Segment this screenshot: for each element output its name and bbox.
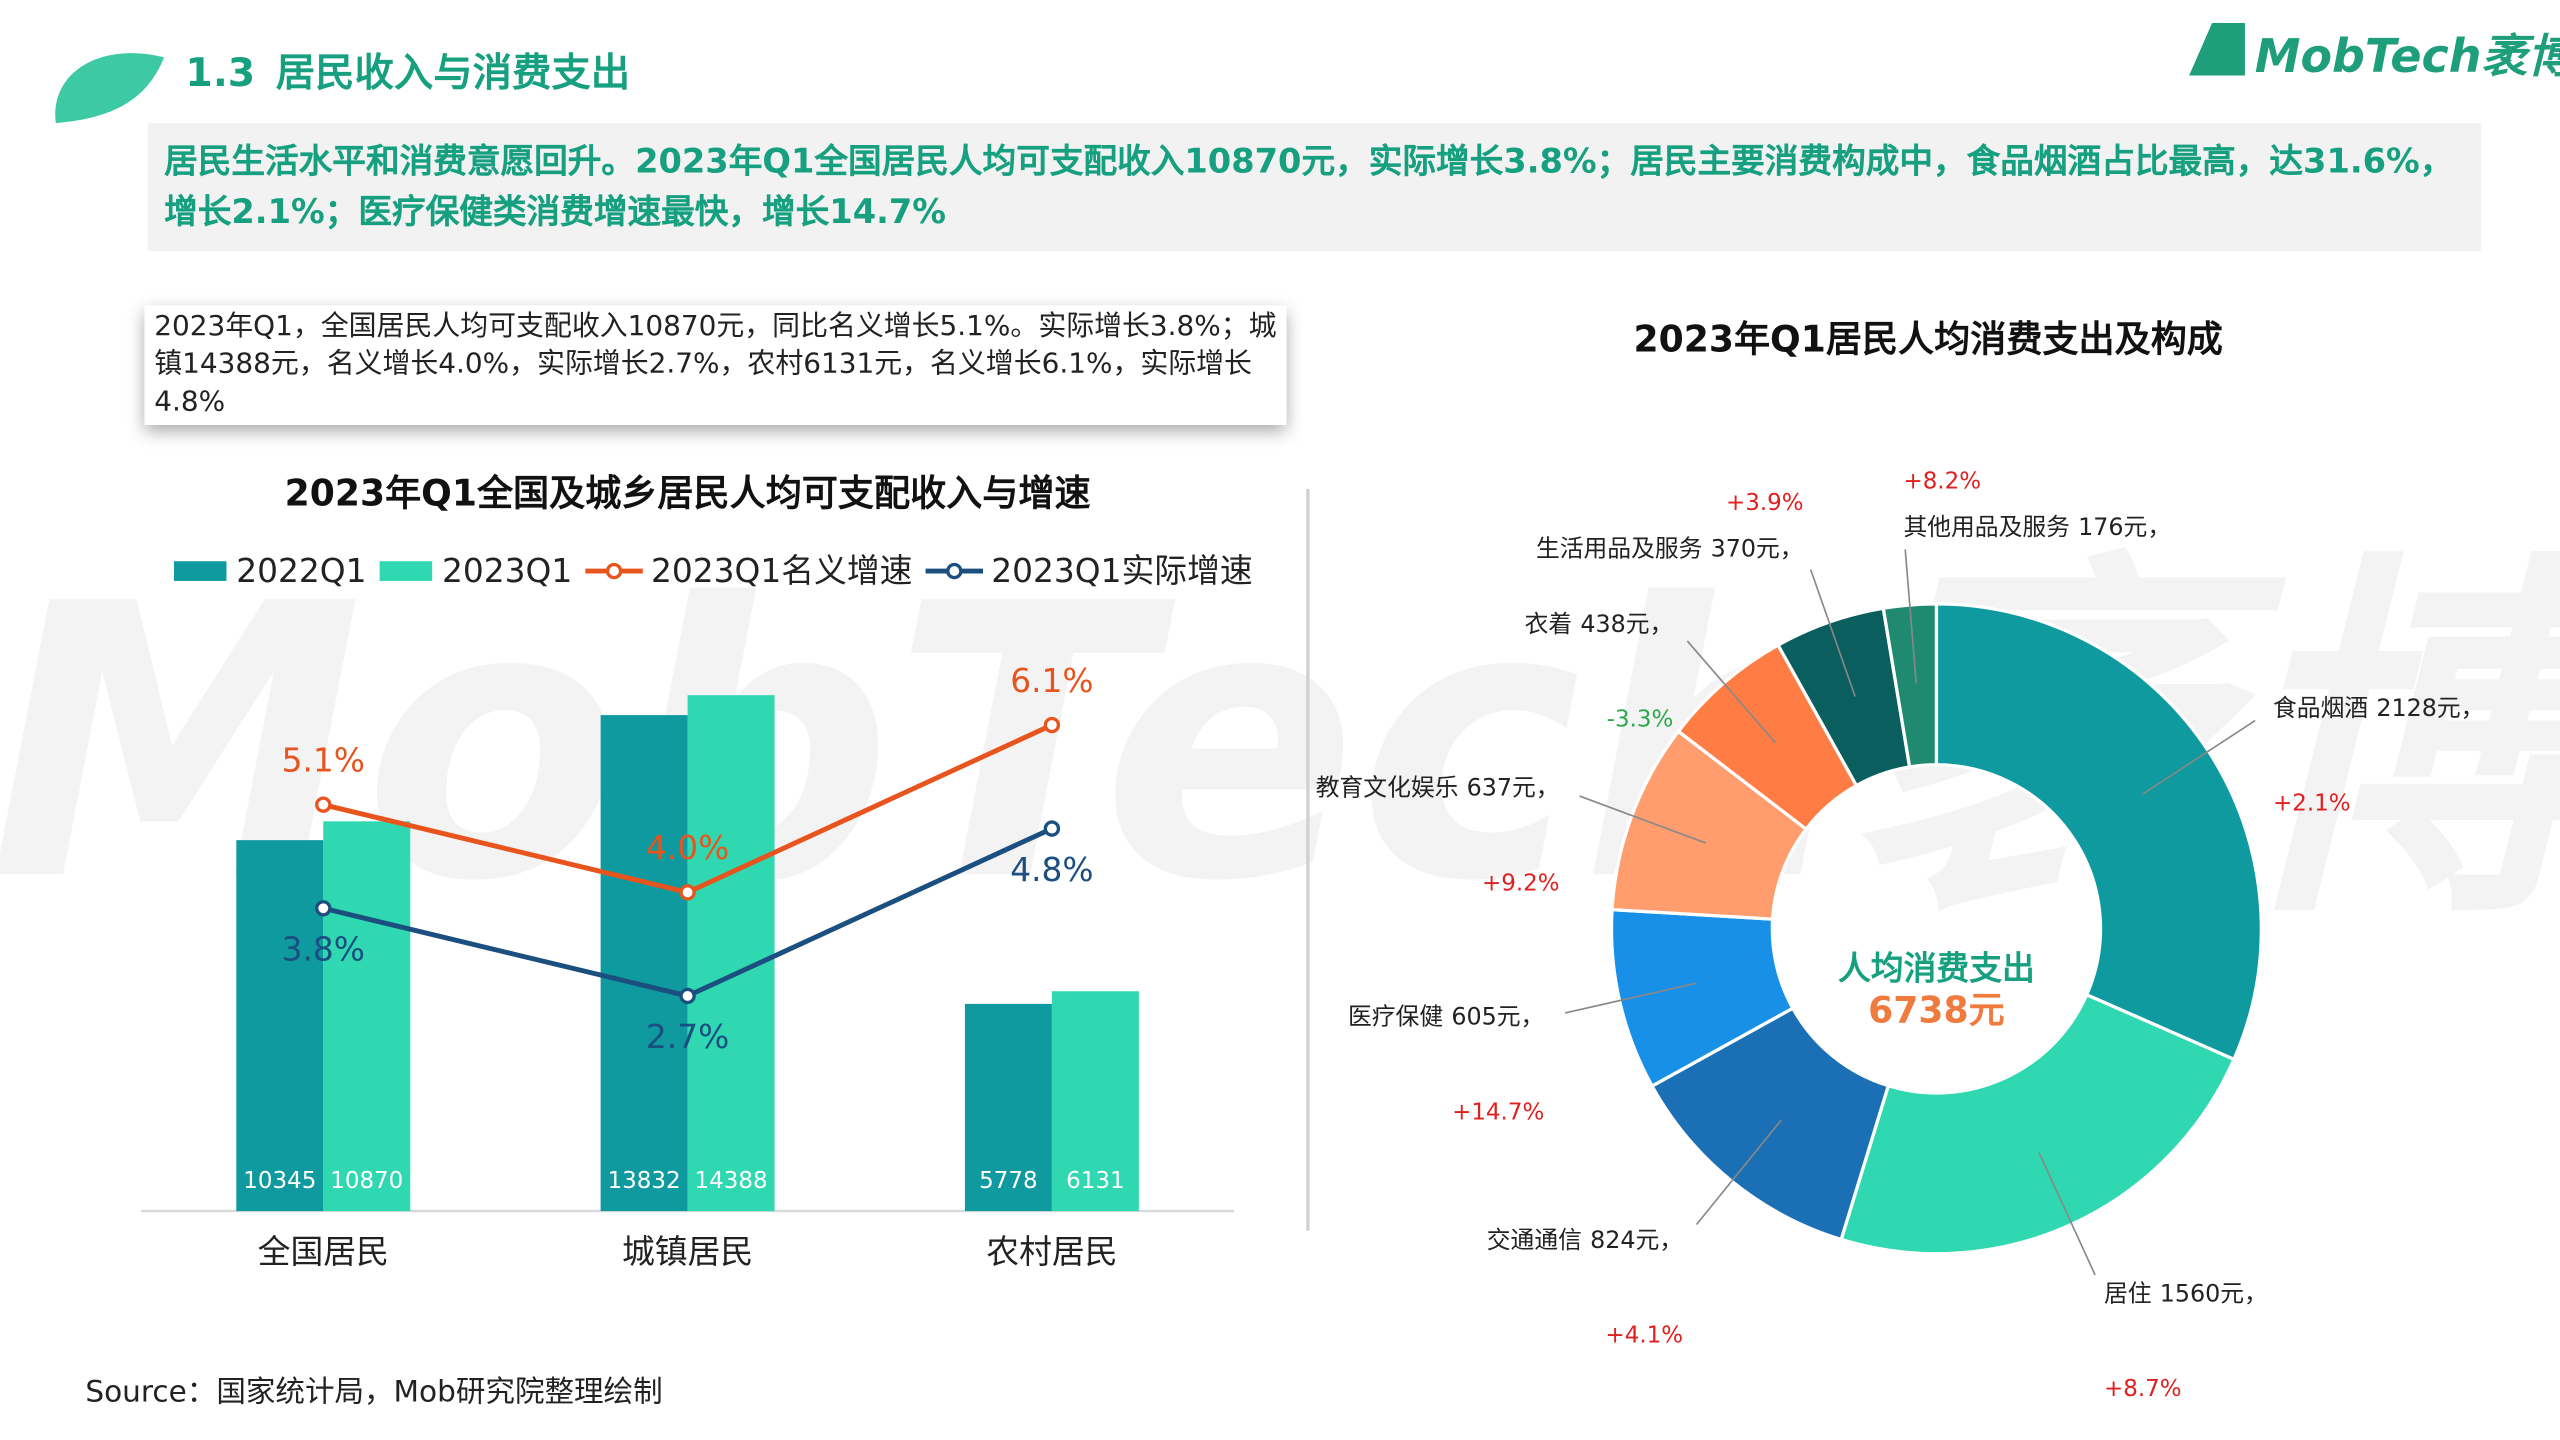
legend-label: 2023Q1 [442,552,572,590]
leader-line [1579,795,1706,844]
slice-value: 176元， [2078,513,2171,541]
slice-growth: +2.1% [2273,791,2351,817]
logo-icon [2189,22,2245,76]
donut-slice [1934,602,2263,1062]
slice-growth: +8.7% [2104,1376,2182,1402]
chart-title: 2023年Q1居民人均消费支出及构成 [1634,317,2223,360]
slice-category: 医疗保健 [1348,1002,1443,1030]
bar-value-label: 5778 [979,1168,1037,1194]
slice-growth: +3.9% [1726,490,1804,516]
slice-growth: +4.1% [1605,1323,1683,1349]
line-marker [679,987,696,1005]
slice-value: 824元， [1590,1226,1683,1254]
bar [236,840,324,1212]
legend-label: 2023Q1名义增速 [651,552,912,590]
slice-value: 438元， [1580,609,1673,637]
slice-value: 2128元， [2376,693,2484,721]
line-marker [315,796,332,813]
bar [323,821,411,1212]
legend-label: 2023Q1实际增速 [991,552,1252,590]
slice-growth: +8.2% [1903,469,1981,495]
slice-label: 居住 1560元， [2104,1279,2268,1307]
chart-title: 2023年Q1全国及城乡居民人均可支配收入与增速 [285,472,1091,515]
bar [964,1003,1052,1212]
slice-value: 605元， [1451,1002,1544,1030]
source: Source：国家统计局，Mob研究院整理绘制 [85,1375,663,1410]
center-label: 人均消费支出 [1838,949,2035,987]
slice-growth: -3.3% [1607,706,1674,732]
slice-category: 衣着 [1525,609,1573,637]
bar-value-label: 10345 [243,1168,316,1194]
x-tick-label: 城镇居民 [622,1233,753,1271]
leader-line [1809,569,1856,697]
leader-line [1904,549,1918,684]
slice-category: 生活用品及服务 [1536,534,1702,562]
section-number: 1.3 [185,50,255,96]
line-marker [1043,716,1061,734]
leader-line [2038,1152,2096,1276]
legend-marker [946,562,963,580]
legend-swatch [379,561,433,581]
line-marker [1043,820,1061,837]
bar-value-label: 14388 [695,1168,768,1194]
donut-slice [1649,1005,1891,1242]
legend-label: 2022Q1 [236,552,366,590]
logo-text: MobTech袤博 [2255,29,2560,83]
line-value-label: 4.0% [646,829,729,867]
slice-growth: +14.7% [1452,1099,1544,1125]
bar [687,695,775,1212]
bar [600,715,688,1212]
legend-marker [605,562,623,580]
line-value-label: 6.1% [1010,662,1093,700]
slice-label: 生活用品及服务 370元， [1536,534,1804,562]
slice-category: 居住 [2104,1279,2152,1307]
slice-category: 其他用品及服务 [1903,513,2069,541]
bar-value-label: 13832 [608,1168,681,1194]
slice-label: 衣着 438元， [1525,609,1674,637]
line-value-label: 3.8% [282,930,365,968]
leader-line [1564,982,1697,1014]
note: 2023年Q1，全国居民人均可支配收入10870元，同比名义增长5.1%。实际增… [144,305,1287,426]
donut-slice [1881,602,1939,769]
slice-value: 1560元， [2160,1279,2268,1307]
center-total: 6738元 [1868,989,2005,1032]
leader-line [1695,1119,1782,1225]
section-title: 居民收入与消费支出 [276,50,630,96]
x-tick-label: 全国居民 [258,1233,389,1271]
slice-category: 教育文化娱乐 [1316,773,1459,801]
leader-line [1686,640,1776,744]
slice-category: 交通通信 [1487,1226,1582,1254]
line-marker [679,884,696,901]
header-icon [55,53,165,124]
slice-label: 教育文化娱乐 637元， [1316,773,1560,801]
line-marker [315,900,332,917]
bar [1051,991,1139,1212]
legend-swatch [173,561,227,581]
bar-value-label: 6131 [1066,1168,1124,1194]
leader-line [2142,719,2256,795]
slice-growth: +9.2% [1482,870,1560,896]
line-value-label: 4.8% [1010,851,1093,889]
x-tick-label: 农村居民 [986,1233,1117,1271]
slice-label: 医疗保健 605元， [1348,1002,1544,1030]
line-value-label: 5.1% [282,742,365,780]
donut-slice [1839,992,2237,1256]
line-value-label: 2.7% [646,1018,729,1056]
slice-label: 其他用品及服务 176元， [1903,513,2171,541]
slice-category: 食品烟酒 [2273,693,2368,721]
summary: 居民生活水平和消费意愿回升。2023年Q1全国居民人均可支配收入10870元，实… [147,123,2482,252]
slice-label: 交通通信 824元， [1487,1226,1683,1254]
slice-value: 637元， [1467,773,1560,801]
slice-label: 食品烟酒 2128元， [2273,693,2484,721]
bar-value-label: 10870 [330,1168,403,1194]
slice-value: 370元， [1711,534,1804,562]
